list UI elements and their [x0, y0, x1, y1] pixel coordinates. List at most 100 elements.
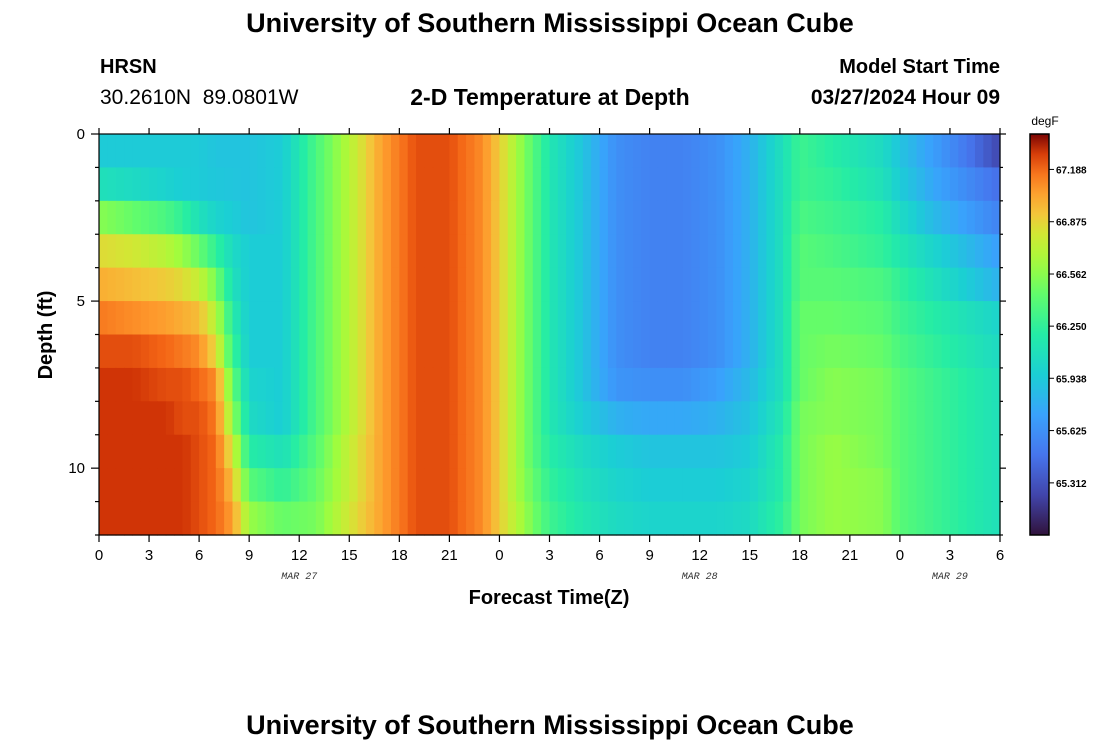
heatmap-cell — [649, 134, 659, 169]
heatmap-cell — [816, 434, 826, 469]
heatmap-cell — [416, 267, 425, 302]
heatmap-cell — [899, 468, 909, 503]
heatmap-cell — [232, 468, 242, 503]
heatmap-cell — [849, 401, 859, 436]
heatmap-cell — [115, 434, 125, 469]
heatmap-cell — [841, 234, 851, 269]
heatmap-cell — [674, 434, 684, 469]
heatmap-cell — [716, 301, 726, 336]
heatmap-cell — [849, 167, 859, 202]
heatmap-cell — [883, 501, 893, 536]
heatmap-cell — [491, 167, 501, 202]
heatmap-cell — [849, 367, 859, 402]
heatmap-cell — [708, 334, 717, 369]
heatmap-cell — [399, 468, 409, 503]
heatmap-cell — [916, 334, 926, 369]
heatmap-cell — [624, 434, 634, 469]
heatmap-cell — [274, 200, 284, 235]
heatmap-cell — [432, 301, 442, 336]
heatmap-cell — [891, 468, 901, 503]
heatmap-cell — [641, 434, 651, 469]
heatmap-cell — [991, 301, 1001, 336]
heatmap-cell — [574, 501, 584, 536]
heatmap-cell — [324, 434, 334, 469]
heatmap-cell — [966, 134, 976, 169]
heatmap-cell — [157, 434, 167, 469]
heatmap-cell — [557, 267, 567, 302]
heatmap-cell — [866, 301, 876, 336]
heatmap-cell — [107, 501, 117, 536]
heatmap-cell — [899, 301, 909, 336]
heatmap-cell — [616, 134, 626, 169]
heatmap-cell — [824, 134, 834, 169]
heatmap-cell — [107, 167, 117, 202]
heatmap-cell — [307, 167, 317, 202]
heatmap-cell — [758, 301, 767, 336]
heatmap-cell — [432, 501, 442, 536]
heatmap-cell — [916, 468, 926, 503]
heatmap-cell — [249, 367, 259, 402]
heatmap-cell — [499, 301, 509, 336]
heatmap-cell — [524, 200, 534, 235]
heatmap-cell — [140, 301, 150, 336]
heatmap-cell — [115, 401, 125, 436]
heatmap-cell — [357, 134, 367, 169]
station-coords: 30.2610N 89.0801W — [100, 86, 299, 109]
heatmap-cell — [916, 434, 926, 469]
heatmap-cell — [99, 267, 108, 302]
heatmap-cell — [833, 167, 843, 202]
heatmap-cell — [924, 401, 934, 436]
heatmap-cell — [107, 401, 117, 436]
heatmap-cell — [641, 401, 651, 436]
heatmap-cell — [457, 334, 467, 369]
heatmap-cell — [983, 134, 993, 169]
heatmap-cell — [190, 200, 200, 235]
heatmap-cell — [274, 501, 284, 536]
heatmap-cell — [441, 134, 450, 169]
heatmap-cell — [766, 167, 776, 202]
heatmap-cell — [299, 468, 309, 503]
heatmap-cell — [941, 501, 951, 536]
heatmap-cell — [983, 434, 993, 469]
heatmap-cell — [324, 134, 334, 169]
heatmap-cell — [432, 367, 442, 402]
heatmap-cell — [340, 401, 350, 436]
heatmap-cell — [232, 134, 242, 169]
heatmap-cell — [215, 200, 225, 235]
heatmap-cell — [157, 367, 167, 402]
heatmap-cell — [799, 367, 809, 402]
heatmap-cell — [140, 468, 150, 503]
heatmap-cell — [107, 367, 117, 402]
heatmap-cell — [682, 468, 692, 503]
heatmap-cell — [207, 234, 217, 269]
heatmap-cell — [916, 200, 926, 235]
heatmap-cell — [641, 501, 651, 536]
heatmap-cell — [682, 134, 692, 169]
heatmap-cell — [674, 401, 684, 436]
heatmap-cell — [482, 334, 492, 369]
heatmap-cell — [916, 134, 926, 169]
heatmap-cell — [307, 501, 317, 536]
heatmap-cell — [691, 234, 701, 269]
heatmap-cell — [157, 234, 167, 269]
heatmap-cell — [190, 401, 200, 436]
heatmap-cell — [641, 301, 651, 336]
heatmap-cell — [332, 301, 342, 336]
heatmap-cell — [758, 234, 767, 269]
heatmap-cell — [541, 401, 551, 436]
heatmap-cell — [532, 234, 542, 269]
heatmap-cell — [315, 267, 325, 302]
heatmap-cell — [382, 334, 392, 369]
heatmap-cell — [616, 167, 626, 202]
heatmap-cell — [357, 167, 367, 202]
heatmap-cell — [991, 167, 1001, 202]
heatmap-cell — [674, 234, 684, 269]
heatmap-cell — [908, 434, 918, 469]
heatmap-cell — [574, 367, 584, 402]
heatmap-cell — [666, 234, 676, 269]
heatmap-cell — [182, 200, 192, 235]
heatmap-cell — [841, 468, 851, 503]
heatmap-cell — [299, 267, 309, 302]
heatmap-cell — [566, 301, 576, 336]
heatmap-cell — [232, 167, 242, 202]
